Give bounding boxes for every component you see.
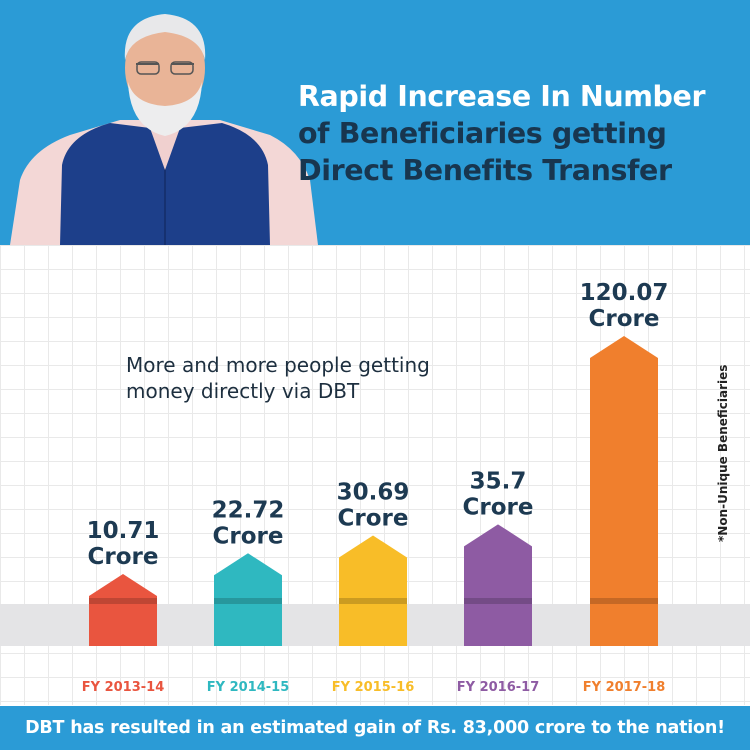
bar-value: 22.72: [212, 497, 285, 523]
x-tick-label: FY 2014-15: [207, 680, 290, 695]
x-tick-label: FY 2013-14: [82, 680, 165, 695]
bar-unit: Crore: [338, 505, 409, 531]
bar-2: [214, 553, 282, 646]
portrait-image: [10, 14, 318, 245]
x-tick-label: FY 2016-17: [457, 680, 540, 695]
title-line-1: Rapid Increase In Number: [298, 80, 706, 113]
footer-banner: DBT has resulted in an estimated gain of…: [0, 706, 750, 750]
bar-value-label: 120.07 Crore: [580, 280, 669, 332]
bar-unit: Crore: [589, 306, 660, 332]
page-title: Rapid Increase In Number of Beneficiarie…: [298, 78, 738, 189]
bar-5: [590, 336, 658, 646]
bar-value: 120.07: [580, 280, 669, 306]
bar-shadow-band: [464, 598, 532, 604]
bar-value: 30.69: [337, 479, 410, 505]
bar-1: [89, 574, 157, 646]
bar-value: 10.71: [87, 518, 160, 544]
bar-shadow-band: [590, 598, 658, 604]
subtitle-line-2: money directly via DBT: [126, 379, 360, 403]
x-tick-label: FY 2017-18: [583, 680, 666, 695]
bar-3: [339, 535, 407, 646]
bar-value-label: 35.7 Crore: [463, 468, 534, 520]
x-tick-label: FY 2015-16: [332, 680, 415, 695]
bar-shadow-band: [214, 598, 282, 604]
bar-unit: Crore: [88, 544, 159, 570]
bar-shape: [339, 535, 407, 646]
bar-shadow-band: [89, 598, 157, 604]
bar-value-label: 22.72 Crore: [212, 497, 285, 549]
bar-unit: Crore: [213, 523, 284, 549]
title-line-3: Direct Benefits Transfer: [298, 154, 672, 187]
bar-shadow-band: [339, 598, 407, 604]
bar-value: 35.7: [470, 468, 527, 494]
bar-unit: Crore: [463, 494, 534, 520]
header-banner: Rapid Increase In Number of Beneficiarie…: [0, 0, 750, 245]
bar-shape: [590, 336, 658, 646]
subtitle-line-1: More and more people getting: [126, 353, 430, 377]
bar-value-label: 10.71 Crore: [87, 518, 160, 570]
bar-shape: [89, 574, 157, 646]
title-line-2: of Beneficiaries getting: [298, 117, 667, 150]
chart-subtitle: More and more people getting money direc…: [126, 352, 430, 404]
bar-value-label: 30.69 Crore: [337, 479, 410, 531]
bar-4: [464, 524, 532, 646]
bar-shape: [464, 524, 532, 646]
